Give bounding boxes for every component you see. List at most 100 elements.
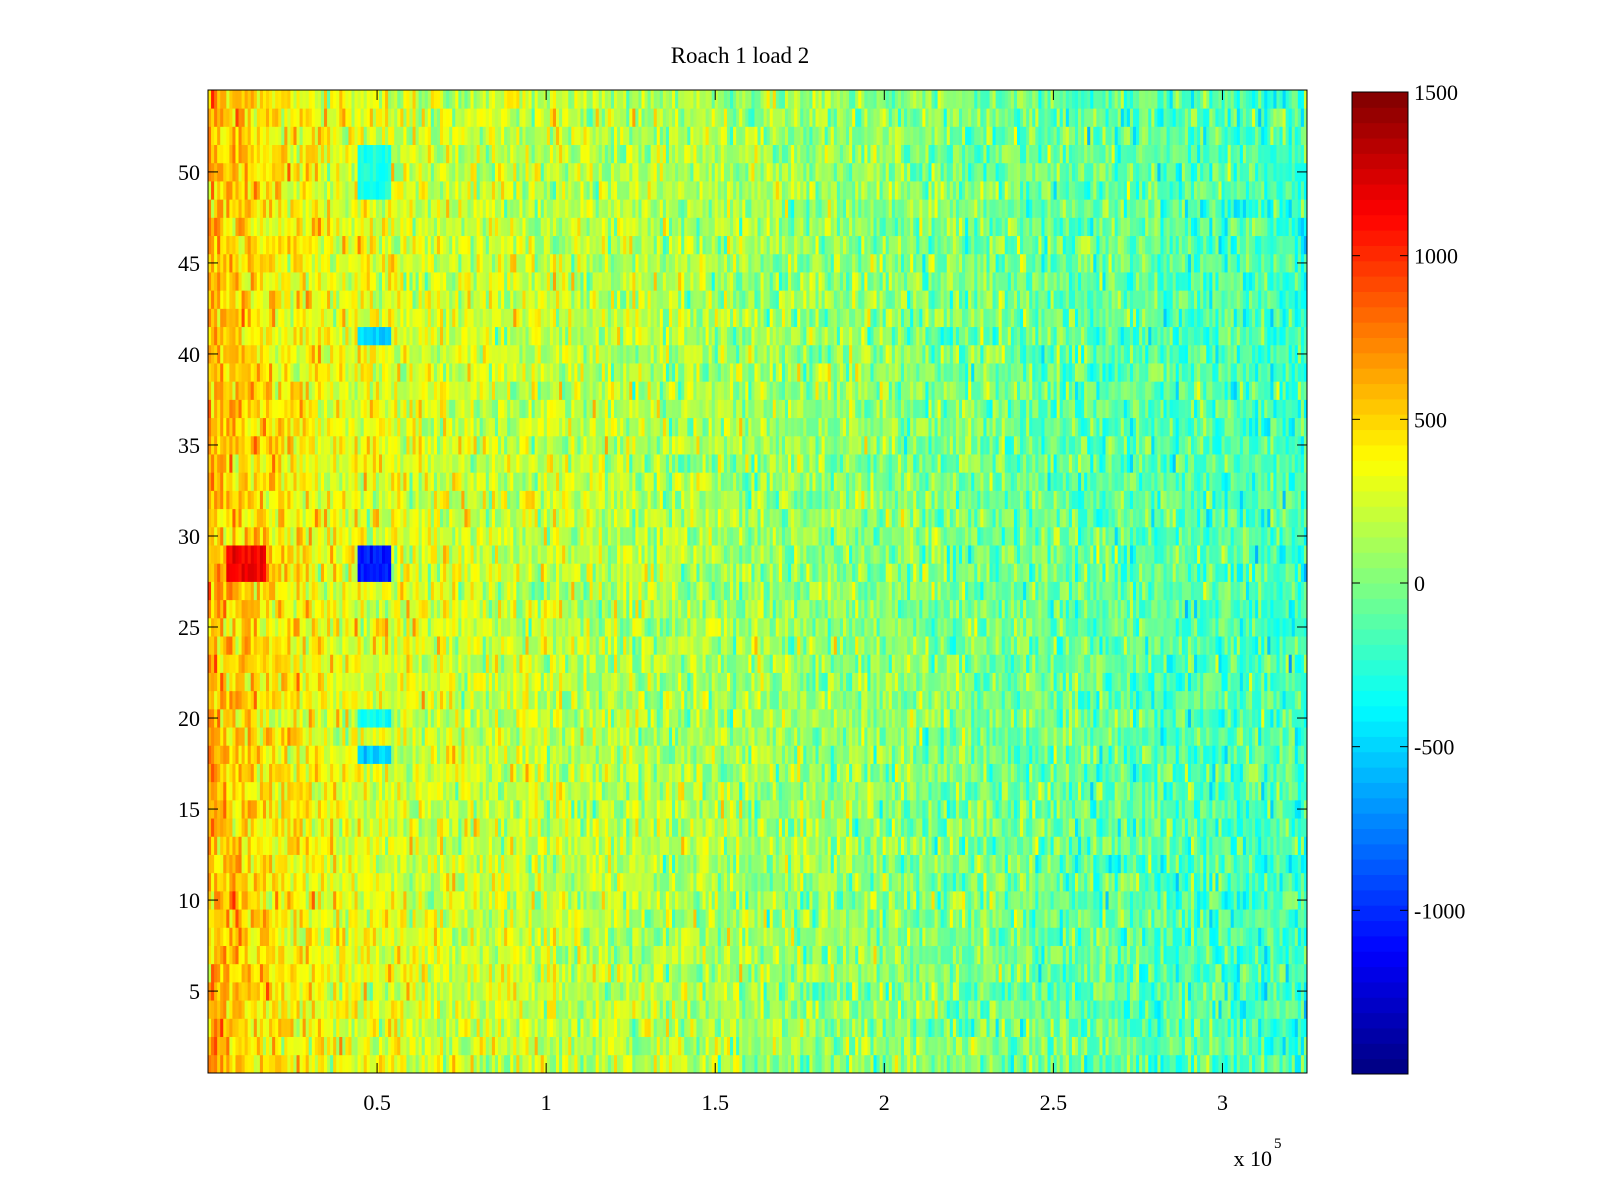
heatmap-cell <box>543 854 548 874</box>
heatmap-cell <box>488 1018 493 1037</box>
heatmap-cell <box>1163 854 1167 874</box>
heatmap-cell <box>696 1036 700 1056</box>
heatmap-cell <box>244 1036 249 1056</box>
heatmap-cell <box>1108 836 1113 855</box>
heatmap-cell <box>797 818 801 837</box>
heatmap-cell <box>562 981 566 1001</box>
heatmap-cell <box>1151 927 1155 946</box>
heatmap-cell <box>565 963 569 983</box>
heatmap-cell <box>687 854 691 874</box>
heatmap-cell <box>913 872 917 892</box>
heatmap-cell <box>449 1018 453 1037</box>
heatmap-cell <box>867 963 871 983</box>
heatmap-cell <box>308 963 313 983</box>
heatmap-cell <box>290 854 294 874</box>
heatmap-cell <box>574 836 578 855</box>
heatmap-cell <box>436 872 441 892</box>
heatmap-cell <box>650 1018 655 1037</box>
heatmap-cell <box>815 1036 819 1056</box>
heatmap-cell <box>1065 909 1070 928</box>
heatmap-cell <box>937 927 942 946</box>
heatmap-cell <box>965 1000 969 1019</box>
heatmap-cell <box>769 872 774 892</box>
heatmap-cell <box>678 872 682 892</box>
heatmap-cell <box>965 836 969 855</box>
heatmap-cell <box>1261 1036 1265 1056</box>
heatmap-cell <box>1267 1000 1271 1019</box>
heatmap-cell <box>327 854 331 874</box>
heatmap-cell <box>931 1054 935 1074</box>
heatmap-cell <box>382 981 386 1001</box>
heatmap-cell <box>1175 836 1180 855</box>
heatmap-cell <box>748 890 752 910</box>
heatmap-cell <box>324 1054 328 1074</box>
heatmap-cell <box>522 1000 526 1019</box>
heatmap-cell <box>595 1054 600 1074</box>
heatmap-cell <box>873 1036 877 1056</box>
heatmap-cell <box>229 872 233 892</box>
heatmap-cell <box>916 945 920 965</box>
heatmap-cell <box>436 963 441 983</box>
heatmap-cell <box>934 963 939 983</box>
heatmap-cell <box>498 872 502 892</box>
heatmap-cell <box>1187 963 1192 983</box>
heatmap-cell <box>220 909 224 928</box>
heatmap-cell <box>1087 836 1091 855</box>
heatmap-cell <box>522 818 526 837</box>
heatmap-cell <box>1044 1000 1048 1019</box>
heatmap-cell <box>946 909 951 928</box>
heatmap-cell <box>498 836 502 855</box>
heatmap-cell <box>378 981 383 1001</box>
heatmap-cell <box>391 963 395 983</box>
heatmap-cell <box>1050 981 1055 1001</box>
heatmap-cell <box>794 854 798 874</box>
heatmap-cell <box>1303 836 1308 855</box>
heatmap-cell <box>1273 1036 1277 1056</box>
heatmap-cell <box>1120 945 1125 965</box>
heatmap-cell <box>958 981 963 1001</box>
heatmap-cell <box>1279 890 1283 910</box>
heatmap-cell <box>1120 1054 1125 1074</box>
heatmap-cell <box>1245 890 1250 910</box>
heatmap-cell <box>1078 981 1082 1001</box>
heatmap-cell <box>607 945 612 965</box>
heatmap-cell <box>290 909 294 928</box>
heatmap-cell <box>1035 836 1039 855</box>
heatmap-cell <box>363 836 368 855</box>
heatmap-cell <box>1029 945 1033 965</box>
heatmap-cell <box>1099 890 1103 910</box>
heatmap-cell <box>736 1054 740 1074</box>
heatmap-cell <box>1026 836 1030 855</box>
heatmap-cell <box>949 872 954 892</box>
heatmap-cell <box>308 818 313 837</box>
heatmap-cell <box>1007 1018 1012 1037</box>
heatmap-cell <box>928 872 932 892</box>
heatmap-cell <box>1221 927 1225 946</box>
heatmap-cell <box>797 890 801 910</box>
heatmap-cell <box>962 872 966 892</box>
heatmap-cell <box>211 927 215 946</box>
heatmap-cell <box>259 963 264 983</box>
heatmap-cell <box>784 890 789 910</box>
heatmap-cell <box>592 1000 597 1019</box>
heatmap-cell <box>824 818 829 837</box>
heatmap-cell <box>208 1036 212 1056</box>
heatmap-cell <box>1016 818 1021 837</box>
heatmap-cell <box>1184 909 1189 928</box>
heatmap-cell <box>330 1018 334 1037</box>
heatmap-cell <box>946 818 951 837</box>
heatmap-cell <box>427 909 432 928</box>
heatmap-cell <box>388 836 392 855</box>
heatmap-cell <box>1285 890 1290 910</box>
heatmap-cell <box>1071 1018 1076 1037</box>
heatmap-cell <box>409 854 413 874</box>
heatmap-cell <box>620 963 624 983</box>
heatmap-cell <box>1038 945 1042 965</box>
heatmap-cell <box>925 1000 929 1019</box>
heatmap-cell <box>726 1054 731 1074</box>
heatmap-cell <box>714 872 719 892</box>
heatmap-cell <box>552 1036 557 1056</box>
heatmap-cell <box>772 854 777 874</box>
heatmap-cell <box>836 836 841 855</box>
heatmap-cell <box>1026 872 1030 892</box>
